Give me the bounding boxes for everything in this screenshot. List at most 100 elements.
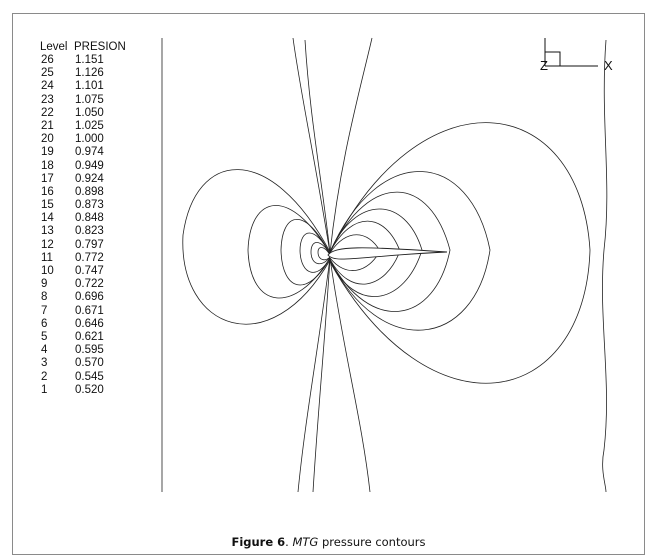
z-axis-label: Z	[540, 58, 548, 73]
contour-line	[297, 257, 331, 493]
contour-line	[247, 205, 331, 299]
legend-value: 0.646	[75, 317, 104, 330]
legend-level: 22	[41, 106, 54, 119]
legend-value: 0.671	[75, 304, 104, 317]
contour-line	[280, 219, 331, 286]
legend-level: 4	[41, 344, 48, 357]
caption-italic: MTG	[292, 535, 319, 549]
contour-line	[299, 232, 331, 273]
legend-row: 11 0.772	[40, 252, 165, 265]
legend-row: 2 0.545	[40, 371, 165, 384]
axis-triad	[544, 38, 598, 67]
legend-level: 13	[41, 225, 54, 238]
legend-level: 25	[41, 67, 54, 80]
legend-value: 1.151	[75, 54, 104, 66]
legend-level: 8	[41, 291, 48, 304]
legend-row: 9 0.722	[40, 278, 165, 291]
legend-level: 21	[41, 119, 54, 132]
legend-row: 14 0.848	[40, 212, 165, 225]
contour-line	[317, 247, 331, 261]
legend-value: 1.126	[75, 67, 104, 80]
legend-value: 1.000	[75, 133, 104, 146]
contour-line	[329, 191, 451, 312]
caption-label: Figure 6	[231, 535, 286, 549]
legend-value: 0.898	[75, 185, 104, 198]
legend-header: Level PRESION	[40, 40, 165, 54]
legend-level: 19	[41, 146, 54, 159]
legend-row: 1 0.520	[40, 384, 165, 397]
contour-line	[329, 122, 591, 384]
legend-level: 2	[41, 370, 48, 383]
legend-header-variable: PRESION	[74, 41, 126, 53]
legend-row: 7 0.671	[40, 305, 165, 318]
legend-value: 0.747	[75, 265, 104, 277]
legend-value: 0.570	[75, 357, 104, 370]
contour-line	[312, 257, 331, 493]
legend-rows: 26 1.151 25 1.126 24 1.101 23 1.075 22 1.050 21 1.0…	[40, 54, 165, 397]
legend-row: 23 1.075	[40, 94, 165, 107]
contour-line	[329, 171, 491, 331]
contour-line	[292, 37, 331, 254]
contour-line	[329, 257, 371, 493]
legend-level: 18	[41, 159, 54, 172]
legend-level: 9	[41, 278, 48, 291]
caption-text: pressure contours	[318, 535, 426, 549]
legend-level: 7	[41, 304, 48, 317]
legend-row: 15 0.873	[40, 199, 165, 212]
legend-level: 12	[41, 238, 54, 251]
legend-value: 1.050	[75, 106, 104, 119]
legend-row: 18 0.949	[40, 160, 165, 173]
airfoil-profile	[327, 247, 448, 260]
legend-row: 25 1.126	[40, 67, 165, 80]
legend-row: 16 0.898	[40, 186, 165, 199]
legend-value: 0.949	[75, 159, 104, 172]
legend-row: 6 0.646	[40, 318, 165, 331]
legend-value: 0.873	[75, 199, 104, 212]
legend-value: 0.974	[75, 146, 104, 159]
legend-row: 19 0.974	[40, 146, 165, 159]
legend-value: 0.797	[75, 238, 104, 251]
contour-line	[310, 242, 331, 265]
legend-value: 0.848	[75, 212, 104, 225]
legend-row: 3 0.570	[40, 357, 165, 370]
figure-caption: Figure 6. MTG pressure contours	[12, 535, 645, 549]
legend-row: 21 1.025	[40, 120, 165, 133]
legend-value: 0.595	[75, 344, 104, 357]
legend-value: 1.025	[75, 119, 104, 132]
legend-row: 20 1.000	[40, 133, 165, 146]
contour-line	[602, 39, 608, 493]
legend-value: 0.823	[75, 225, 104, 238]
legend-row: 13 0.823	[40, 225, 165, 238]
legend-level: 24	[41, 80, 54, 93]
legend-level: 14	[41, 212, 54, 225]
caption-separator: .	[285, 535, 293, 549]
legend-row: 5 0.621	[40, 331, 165, 344]
legend-value: 1.101	[75, 80, 104, 93]
legend-level: 16	[41, 185, 54, 198]
legend-level: 15	[41, 199, 54, 212]
legend-row: 8 0.696	[40, 291, 165, 304]
contour-legend: Level PRESION 26 1.151 25 1.126 24 1.101 23 1.07…	[40, 40, 165, 397]
legend-level: 23	[41, 93, 54, 106]
legend-level: 17	[41, 172, 54, 185]
contour-line	[182, 169, 331, 325]
legend-level: 1	[41, 383, 48, 396]
legend-value: 0.520	[75, 383, 104, 396]
legend-level: 26	[41, 54, 54, 66]
contour-line	[304, 39, 331, 254]
legend-row: 22 1.050	[40, 107, 165, 120]
legend-row: 24 1.101	[40, 80, 165, 93]
legend-row: 10 0.747	[40, 265, 165, 278]
legend-value: 0.722	[75, 278, 104, 291]
legend-level: 20	[41, 133, 54, 146]
legend-level: 3	[41, 357, 48, 370]
legend-value: 0.924	[75, 172, 104, 185]
legend-value: 0.545	[75, 370, 104, 383]
legend-level: 5	[41, 330, 48, 343]
legend-level: 10	[41, 265, 54, 277]
axis-box	[545, 51, 561, 66]
legend-value: 1.075	[75, 93, 104, 106]
legend-value: 0.621	[75, 330, 104, 343]
legend-level: 6	[41, 317, 48, 330]
